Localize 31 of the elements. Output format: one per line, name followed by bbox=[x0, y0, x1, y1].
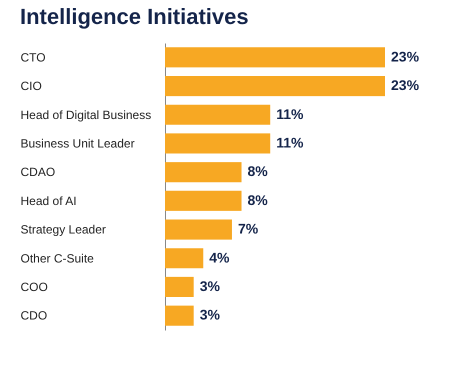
data-label: 4% bbox=[209, 249, 230, 266]
bar bbox=[165, 47, 385, 68]
data-label: 7% bbox=[238, 220, 259, 237]
data-label: 11% bbox=[276, 134, 304, 150]
data-label: 8% bbox=[248, 163, 268, 180]
y-tick-label: Head of Digital Business bbox=[20, 108, 152, 122]
bar bbox=[165, 162, 242, 182]
y-tick-label: Head of AI bbox=[20, 194, 77, 208]
y-tick-label: Strategy Leader bbox=[20, 222, 106, 237]
y-tick-label: CIO bbox=[20, 79, 42, 94]
data-label: 3% bbox=[200, 306, 220, 323]
y-tick-label: COO bbox=[20, 280, 48, 294]
bar bbox=[165, 248, 204, 268]
bar bbox=[165, 276, 194, 297]
data-label: 8% bbox=[248, 192, 268, 208]
chart-title: Intelligence Initiatives bbox=[20, 4, 249, 29]
bar bbox=[165, 220, 232, 240]
y-tick-label: CDO bbox=[20, 308, 48, 323]
data-label: 23% bbox=[391, 48, 420, 64]
data-label: 23% bbox=[391, 77, 420, 94]
bar bbox=[165, 76, 385, 96]
y-tick-label: Business Unit Leader bbox=[20, 136, 135, 150]
bar bbox=[165, 133, 270, 154]
data-label: 3% bbox=[200, 278, 220, 294]
bar bbox=[165, 190, 242, 211]
bar bbox=[165, 104, 270, 125]
y-tick-label: CTO bbox=[20, 50, 46, 64]
bar bbox=[165, 306, 194, 326]
y-tick-label: Other C-Suite bbox=[20, 251, 94, 266]
data-label: 11% bbox=[276, 106, 304, 122]
y-tick-label: CDAO bbox=[20, 165, 56, 180]
